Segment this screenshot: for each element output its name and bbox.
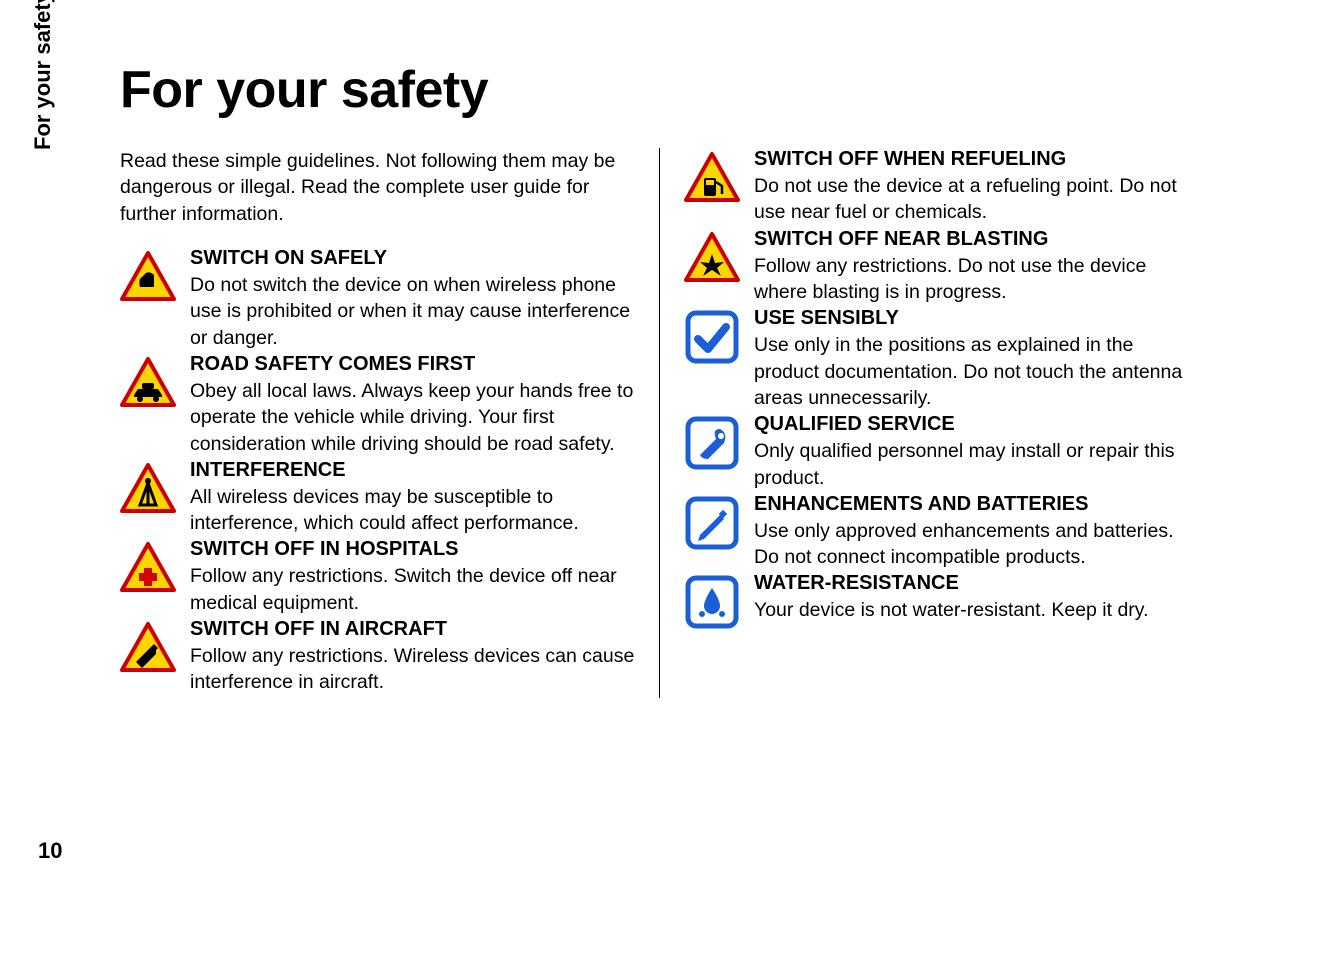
item-title: SWITCH OFF IN HOSPITALS (190, 538, 635, 561)
safety-item-left-1: ROAD SAFETY COMES FIRST Obey all local l… (120, 353, 635, 457)
hand-icon (120, 249, 176, 305)
item-body: All wireless devices may be susceptible … (190, 484, 635, 537)
fuel-icon (684, 150, 740, 206)
item-title: SWITCH OFF NEAR BLASTING (754, 228, 1200, 251)
item-title: ENHANCEMENTS AND BATTERIES (754, 493, 1200, 516)
check-icon (684, 309, 740, 365)
item-body: Your device is not water-resistant. Keep… (754, 597, 1200, 623)
safety-item-left-2: INTERFERENCE All wireless devices may be… (120, 459, 635, 537)
item-title: ROAD SAFETY COMES FIRST (190, 353, 635, 376)
item-body: Do not use the device at a refueling poi… (754, 173, 1200, 226)
medical-icon (120, 540, 176, 596)
pen-icon (684, 495, 740, 551)
item-title: WATER-RESISTANCE (754, 572, 1200, 595)
safety-item-right-2: USE SENSIBLY Use only in the positions a… (684, 307, 1200, 411)
safety-item-right-3: QUALIFIED SERVICE Only qualified personn… (684, 413, 1200, 491)
safety-item-left-4: SWITCH OFF IN AIRCRAFT Follow any restri… (120, 618, 635, 696)
safety-item-left-0: SWITCH ON SAFELY Do not switch the devic… (120, 247, 635, 351)
wrench-icon (684, 415, 740, 471)
safety-item-right-0: SWITCH OFF WHEN REFUELING Do not use the… (684, 148, 1200, 226)
item-title: USE SENSIBLY (754, 307, 1200, 330)
blast-icon (684, 230, 740, 286)
item-body: Do not switch the device on when wireles… (190, 272, 635, 351)
item-body: Obey all local laws. Always keep your ha… (190, 378, 635, 457)
item-body: Only qualified personnel may install or … (754, 438, 1200, 491)
antenna-icon (120, 461, 176, 517)
page-title: For your safety (120, 60, 1282, 120)
item-title: QUALIFIED SERVICE (754, 413, 1200, 436)
item-body: Use only in the positions as explained i… (754, 332, 1200, 411)
item-title: INTERFERENCE (190, 459, 635, 482)
page-number: 10 (38, 838, 62, 864)
safety-item-right-4: ENHANCEMENTS AND BATTERIES Use only appr… (684, 493, 1200, 571)
item-body: Follow any restrictions. Wireless device… (190, 643, 635, 696)
aircraft-icon (120, 620, 176, 676)
content-columns: Read these simple guidelines. Not follow… (120, 148, 1282, 698)
car-icon (120, 355, 176, 411)
item-title: SWITCH OFF IN AIRCRAFT (190, 618, 635, 641)
safety-item-right-5: WATER-RESISTANCE Your device is not wate… (684, 572, 1200, 630)
intro-text: Read these simple guidelines. Not follow… (120, 148, 635, 227)
safety-item-right-1: SWITCH OFF NEAR BLASTING Follow any rest… (684, 228, 1200, 306)
water-icon (684, 574, 740, 630)
item-body: Use only approved enhancements and batte… (754, 518, 1200, 571)
item-title: SWITCH OFF WHEN REFUELING (754, 148, 1200, 171)
item-body: Follow any restrictions. Do not use the … (754, 253, 1200, 306)
item-title: SWITCH ON SAFELY (190, 247, 635, 270)
right-column: SWITCH OFF WHEN REFUELING Do not use the… (660, 148, 1200, 698)
side-label: For your safety (30, 0, 56, 150)
item-body: Follow any restrictions. Switch the devi… (190, 563, 635, 616)
safety-item-left-3: SWITCH OFF IN HOSPITALS Follow any restr… (120, 538, 635, 616)
left-column: Read these simple guidelines. Not follow… (120, 148, 660, 698)
